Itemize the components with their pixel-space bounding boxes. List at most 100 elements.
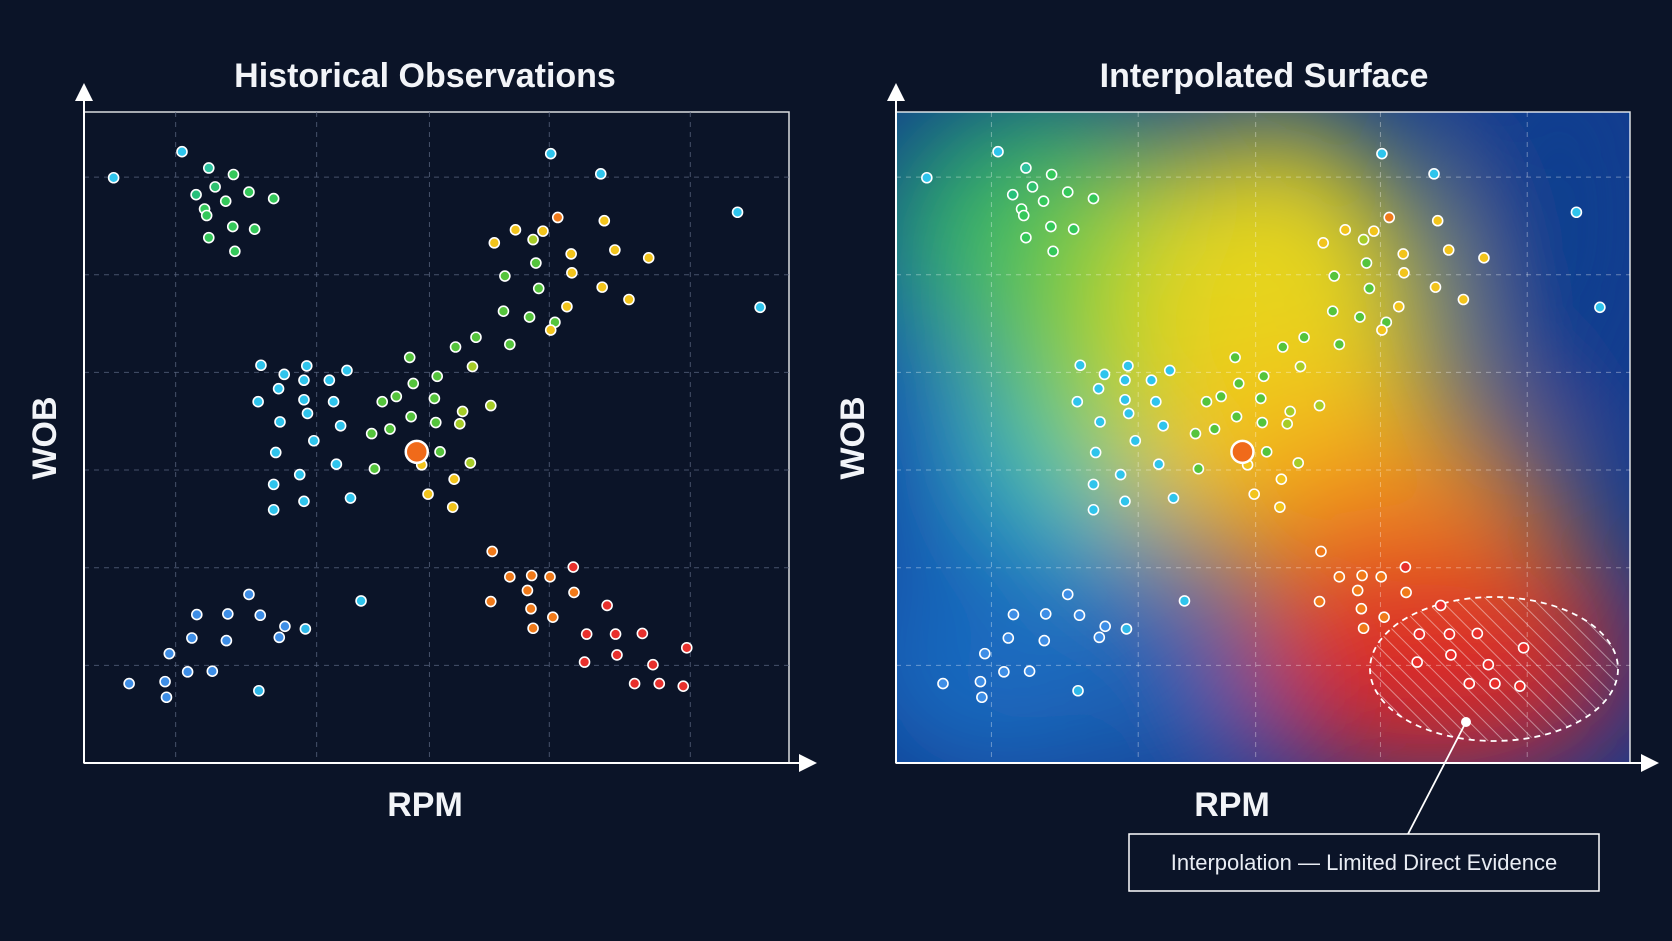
- right-point-42: [1229, 351, 1241, 364]
- right-point-85: [1333, 571, 1346, 583]
- right-point-4: [1026, 181, 1039, 193]
- right-point-99: [1445, 649, 1457, 661]
- right-point-53: [1281, 418, 1294, 430]
- heatmap-surface: [896, 112, 1630, 763]
- left-point-63: [255, 359, 267, 372]
- left-point-59: [368, 462, 381, 475]
- left-point-90: [568, 586, 580, 599]
- left-point-101: [647, 658, 659, 671]
- left-point-7: [219, 195, 232, 207]
- right-point-121: [976, 691, 988, 704]
- left-point-97: [609, 628, 622, 640]
- right-point-27: [1397, 248, 1409, 260]
- left-point-34: [561, 300, 573, 313]
- left-point-9: [267, 192, 280, 205]
- left-point-22: [509, 224, 522, 236]
- left-point-84: [486, 545, 498, 558]
- left-point-57: [434, 446, 446, 458]
- left-point-15: [544, 147, 557, 160]
- left-point-83: [267, 503, 280, 516]
- left-point-112: [299, 623, 312, 635]
- left-point-103: [653, 677, 666, 690]
- right-point-79: [1114, 468, 1127, 481]
- left-point-68: [341, 364, 353, 377]
- right-y-axis-label: WOB: [834, 396, 872, 479]
- right-point-65: [1122, 360, 1134, 372]
- left-point-25: [609, 244, 621, 256]
- right-point-117: [998, 666, 1010, 678]
- right-point-63: [1074, 359, 1087, 372]
- right-point-16: [1428, 168, 1440, 180]
- left-point-89: [521, 584, 534, 597]
- right-point-81: [1167, 492, 1180, 504]
- right-point-30: [1429, 281, 1442, 293]
- right-point-116: [979, 647, 991, 660]
- right-point-69: [1092, 382, 1105, 395]
- left-point-77: [269, 446, 282, 459]
- right-point-61: [1275, 473, 1288, 485]
- left-point-120: [123, 677, 135, 690]
- left-point-91: [484, 595, 497, 608]
- right-point-96: [1413, 628, 1426, 640]
- right-point-2: [1020, 162, 1032, 174]
- right-point-80: [1087, 478, 1100, 491]
- right-point-104: [1463, 677, 1476, 690]
- left-point-21: [537, 225, 549, 237]
- left-point-20: [598, 214, 611, 227]
- left-point-67: [323, 374, 336, 387]
- right-point-82: [1119, 495, 1131, 508]
- right-point-76: [1129, 434, 1142, 447]
- left-point-13: [202, 231, 215, 244]
- left-point-122: [253, 684, 265, 697]
- left-point-58: [464, 457, 477, 469]
- right-point-66: [1119, 374, 1131, 387]
- right-panel: Interpolated Surface RPM WOB: [834, 57, 1659, 892]
- right-point-89: [1351, 584, 1364, 597]
- left-point-64: [278, 368, 291, 381]
- left-point-93: [547, 611, 559, 623]
- right-point-25: [1442, 244, 1455, 256]
- left-point-106: [243, 588, 255, 601]
- left-point-4: [209, 181, 221, 193]
- left-point-87: [544, 571, 556, 583]
- right-point-18: [1594, 301, 1606, 314]
- left-point-116: [163, 647, 176, 660]
- right-point-20: [1431, 214, 1444, 227]
- right-point-105: [1514, 680, 1526, 692]
- right-point-115: [1093, 631, 1106, 644]
- left-point-3: [190, 188, 202, 201]
- right-point-122: [1072, 684, 1084, 697]
- right-point-95: [1357, 622, 1370, 635]
- left-point-41: [449, 341, 462, 353]
- left-point-61: [448, 473, 460, 485]
- left-point-2: [202, 162, 215, 174]
- right-point-75: [1157, 419, 1169, 432]
- left-highlight-point: [404, 439, 430, 465]
- right-point-9: [1087, 192, 1100, 205]
- right-point-0: [921, 171, 933, 184]
- right-point-108: [1007, 608, 1020, 621]
- right-point-77: [1089, 446, 1102, 459]
- left-point-95: [527, 622, 539, 635]
- right-point-19: [1383, 211, 1396, 224]
- left-point-119: [159, 675, 171, 688]
- left-point-33: [532, 282, 545, 295]
- left-point-66: [298, 374, 310, 387]
- right-point-52: [1256, 416, 1269, 429]
- right-point-21: [1368, 225, 1380, 237]
- right-point-14: [1047, 245, 1059, 258]
- left-point-104: [628, 677, 641, 690]
- left-point-117: [181, 666, 194, 678]
- right-point-88: [1399, 561, 1412, 573]
- left-grid: [84, 112, 789, 763]
- left-point-108: [191, 608, 203, 621]
- left-y-axis-label: WOB: [26, 396, 64, 479]
- right-point-64: [1098, 368, 1111, 381]
- right-point-11: [1045, 220, 1057, 233]
- right-point-55: [1189, 427, 1202, 440]
- right-point-68: [1163, 364, 1176, 377]
- right-x-axis-label: RPM: [1194, 786, 1270, 824]
- left-point-24: [527, 233, 539, 246]
- left-point-42: [403, 351, 416, 364]
- left-point-23: [488, 237, 501, 249]
